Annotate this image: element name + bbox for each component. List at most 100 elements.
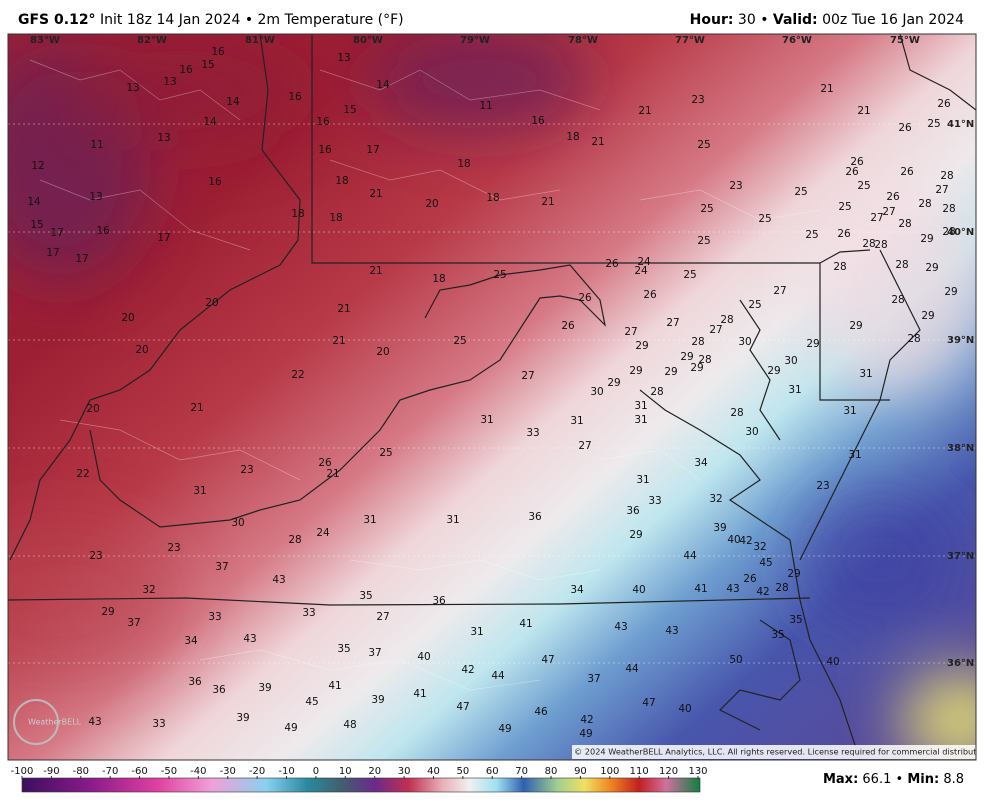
temperature-value: 31 [843, 405, 856, 417]
valid-time: Hour: 30 • Valid: 00z Tue 16 Jan 2024 [690, 12, 964, 28]
temperature-value: 29 [921, 310, 934, 322]
separator: • [896, 772, 904, 787]
temperature-value: 40 [826, 656, 839, 668]
temperature-value: 45 [305, 696, 318, 708]
temperature-value: 29 [635, 340, 648, 352]
temperature-value: 47 [456, 701, 469, 713]
temperature-value: 13 [337, 52, 350, 64]
temperature-value: 43 [272, 574, 285, 586]
temperature-value: 31 [363, 514, 376, 526]
temperature-value: 21 [326, 468, 339, 480]
temperature-value: 32 [709, 493, 722, 505]
temperature-value: 15 [343, 104, 356, 116]
colorbar-tick-label: -100 [11, 766, 34, 777]
max: 66.1 [862, 772, 891, 787]
temperature-value: 42 [580, 714, 593, 726]
temperature-value: 31 [634, 414, 647, 426]
temperature-value: 43 [88, 716, 101, 728]
latitude-label: 38°N [947, 443, 974, 454]
temperature-value: 17 [75, 253, 88, 265]
colorbar-tick-label: 40 [427, 766, 440, 777]
latitude-label: 40°N [947, 227, 974, 238]
temperature-value: 28 [833, 261, 846, 273]
temperature-value: 32 [753, 541, 766, 553]
temperature-value: 22 [291, 369, 304, 381]
colorbar-tick-label: 90 [574, 766, 587, 777]
model-name: GFS 0.12° [18, 12, 96, 28]
temperature-value: 11 [90, 139, 103, 151]
temperature-value: 27 [521, 370, 534, 382]
temperature-value: 50 [729, 654, 742, 666]
temperature-value: 36 [212, 684, 226, 696]
colorbar-tick-label: -10 [278, 766, 294, 777]
map-frame [7, 33, 977, 761]
temperature-value: 25 [748, 299, 761, 311]
temperature-value: 36 [626, 505, 640, 517]
temperature-value: 44 [625, 663, 639, 675]
temperature-value: 20 [86, 403, 99, 415]
latitude-label: 37°N [947, 551, 974, 562]
temperature-value: 44 [683, 550, 697, 562]
max-label: Max: [823, 772, 858, 787]
temperature-value: 27 [773, 285, 786, 297]
temperature-value: 28 [691, 336, 704, 348]
hour: 30 [738, 12, 756, 28]
colorbar-tick-label: 80 [545, 766, 558, 777]
map-description: Init 18z 14 Jan 2024 • 2m Temperature (°… [100, 12, 404, 28]
temperature-value: 26 [850, 156, 864, 168]
colorbar-tick-label: 60 [486, 766, 499, 777]
copyright: © 2024 WeatherBELL Analytics, LLC. All r… [574, 747, 984, 757]
temperature-value: 48 [343, 719, 356, 731]
temperature-value: 42 [461, 664, 474, 676]
colorbar-tick-label: 50 [457, 766, 470, 777]
temperature-value: 16 [288, 91, 302, 103]
temperature-value: 25 [453, 335, 466, 347]
temperature-value: 27 [578, 440, 591, 452]
temperature-value: 26 [837, 228, 851, 240]
temperature-value: 15 [30, 219, 43, 231]
temperature-value: 30 [590, 386, 603, 398]
temperature-value: 26 [561, 320, 575, 332]
colorbar-tick-label: -60 [131, 766, 147, 777]
temperature-value: 25 [700, 203, 713, 215]
colorbar-ticks: -100 -90 -80 -70 -60 -50 -40 -30 -20 -10 0 10 20 30 40… [11, 766, 708, 779]
temperature-value: 35 [789, 614, 802, 626]
temperature-value: 13 [89, 191, 102, 203]
colorbar-tick-label: 100 [600, 766, 619, 777]
temperature-value: 25 [379, 447, 392, 459]
temperature-value: 47 [642, 697, 655, 709]
colorbar-tick-label: -30 [220, 766, 236, 777]
temperature-value: 33 [526, 427, 539, 439]
temperature-value: 39 [258, 682, 271, 694]
longitude-label: 79°W [460, 35, 490, 46]
colorbar-tick-label: -90 [43, 766, 59, 777]
temperature-value: 33 [152, 718, 165, 730]
temperature-value: 41 [694, 583, 707, 595]
temperature-value: 25 [697, 235, 710, 247]
county-lines [29, 59, 821, 691]
colorbar-tick-label: -50 [161, 766, 177, 777]
temperature-value: 30 [738, 336, 751, 348]
temperature-value: 26 [898, 122, 912, 134]
hour-label: Hour: [690, 12, 734, 28]
temperature-value: 29 [925, 262, 938, 274]
temperature-value: 25 [683, 269, 696, 281]
temperature-value: 42 [739, 535, 752, 547]
valid-label: Valid: [773, 12, 818, 28]
temperature-value: 27 [376, 611, 389, 623]
temperature-value: 13 [126, 82, 139, 94]
temperature-value: 31 [636, 474, 649, 486]
temperature-value: 28 [918, 198, 931, 210]
colorbar-tick-label: -80 [73, 766, 89, 777]
temperature-value: 47 [541, 654, 554, 666]
temperature-value: 27 [882, 206, 895, 218]
temperature-value: 31 [788, 384, 801, 396]
temperature-value: 31 [848, 449, 861, 461]
longitude-label: 77°W [675, 35, 705, 46]
temperature-value: 18 [457, 158, 470, 170]
temperature-value: 25 [838, 201, 851, 213]
temperature-value: 14 [203, 116, 217, 128]
temperature-value: 34 [694, 457, 708, 469]
colorbar-tick-label: 120 [659, 766, 678, 777]
